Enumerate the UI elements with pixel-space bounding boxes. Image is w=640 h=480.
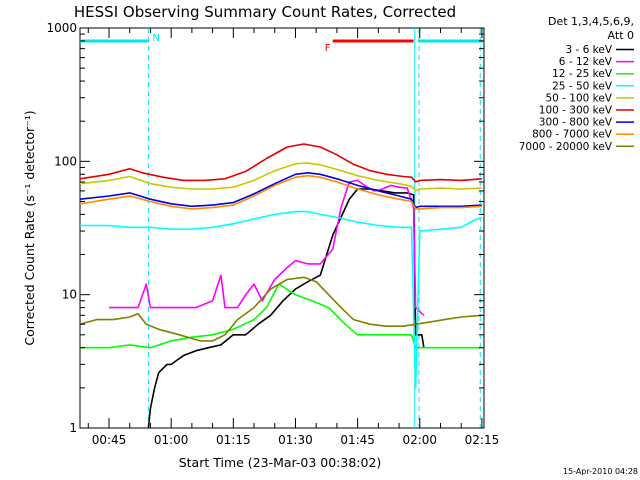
series-line [80, 143, 482, 183]
legend-label: 50 - 100 keV [545, 92, 612, 104]
x-tick-label: 02:00 [402, 433, 437, 447]
series-line [80, 172, 482, 209]
timestamp-stamp: 15-Apr-2010 04:28 [563, 467, 638, 476]
y-tick-label: 10 [62, 288, 77, 302]
x-tick-label: 02:15 [465, 433, 500, 447]
series-line [80, 174, 482, 210]
y-tick-label: 1000 [46, 21, 77, 35]
legend-label: 300 - 800 keV [539, 117, 613, 129]
chart-title: HESSI Observing Summary Count Rates, Cor… [74, 3, 456, 21]
legend-label: 25 - 50 keV [552, 80, 613, 92]
series-line [147, 188, 425, 428]
y-axis-title: Corrected Count Rate (s⁻¹ detector⁻¹) [22, 110, 37, 345]
annotation-label: F [325, 43, 331, 54]
y-tick-label: 1 [69, 421, 77, 435]
series-line [80, 276, 482, 342]
legend-title-line-1: Det 1,3,4,5,6,9, [548, 15, 634, 28]
x-tick-label: 01:30 [278, 433, 313, 447]
series-line [109, 179, 425, 316]
legend-title-line-2: Att 0 [608, 29, 634, 42]
x-tick-label: 01:00 [154, 433, 189, 447]
annotation-label: N [152, 33, 159, 44]
legend-label: 100 - 300 keV [539, 105, 613, 117]
series-line [80, 210, 483, 389]
legend-label: 6 - 12 keV [559, 56, 613, 68]
plot-frame [79, 27, 485, 429]
x-tick-label: 01:15 [216, 433, 251, 447]
x-axis-title: Start Time (23-Mar-03 00:38:02) [179, 455, 382, 470]
legend-label: 800 - 7000 keV [532, 129, 613, 141]
series-line [80, 283, 482, 349]
series-line [80, 162, 482, 192]
legend-label: 3 - 6 keV [565, 44, 612, 56]
y-tick-label: 100 [54, 154, 77, 168]
axis-layer: 00:45 01:00 01:15 01:30 01:45 02:00 02:15 1 10 10… [46, 21, 499, 447]
legend-label: 12 - 25 keV [552, 68, 613, 80]
x-tick-label: 01:45 [340, 433, 375, 447]
series-layer [80, 143, 483, 428]
x-tick-label: 00:45 [92, 433, 127, 447]
legend-label: 7000 - 20000 keV [519, 141, 613, 153]
